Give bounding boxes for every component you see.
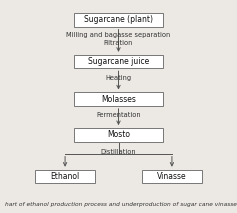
Text: Molasses: Molasses <box>101 95 136 104</box>
Text: Vinasse: Vinasse <box>157 172 187 181</box>
Text: Sugarcane (plant): Sugarcane (plant) <box>84 16 153 24</box>
Text: Distillation: Distillation <box>101 149 136 155</box>
FancyBboxPatch shape <box>35 170 95 183</box>
FancyBboxPatch shape <box>74 128 163 142</box>
Text: Sugarcane juice: Sugarcane juice <box>88 57 149 66</box>
Text: Ethanol: Ethanol <box>50 172 80 181</box>
Text: Mosto: Mosto <box>107 130 130 139</box>
Text: Heating: Heating <box>105 75 132 81</box>
Text: Milling and bagasse separation
Filtration: Milling and bagasse separation Filtratio… <box>66 32 171 46</box>
FancyBboxPatch shape <box>142 170 202 183</box>
FancyBboxPatch shape <box>74 13 163 27</box>
FancyBboxPatch shape <box>74 92 163 106</box>
FancyBboxPatch shape <box>74 55 163 68</box>
Text: Fermentation: Fermentation <box>96 112 141 118</box>
Text: hart of ethanol production process and underproduction of sugar cane vinasse: hart of ethanol production process and u… <box>5 202 237 207</box>
